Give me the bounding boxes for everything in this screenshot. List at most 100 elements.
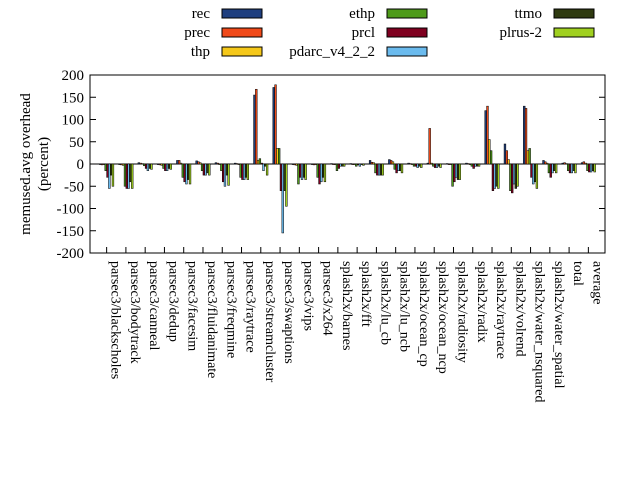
legend-label: thp (191, 44, 210, 60)
bar-prcl (260, 162, 263, 165)
bar-plrus-2 (535, 163, 539, 189)
x-tick-label: parsec3/bodytrack (127, 261, 142, 364)
bar-plrus-2 (304, 163, 307, 180)
bar-rec (523, 105, 526, 165)
bar-ttmo (553, 163, 556, 171)
bar-plrus-2 (554, 163, 558, 174)
bar-prec (505, 150, 508, 165)
bar-pdarc_v4_2_2 (455, 163, 458, 178)
bar-rec (368, 160, 372, 165)
y-axis-title-line: memused.avg overhead (18, 93, 34, 235)
bar-rec (407, 162, 410, 165)
bar-rec (99, 163, 102, 165)
bar-prcl (222, 163, 225, 183)
x-tick-label: average (589, 261, 604, 305)
bar-rec (446, 163, 449, 165)
bar-ttmo (321, 163, 325, 178)
bar-thp (372, 162, 375, 165)
legend-swatch (221, 46, 263, 57)
x-tick-label: parsec3/facesim (185, 261, 200, 351)
bar-pdarc_v4_2_2 (512, 163, 516, 185)
bar-plrus-2 (458, 163, 461, 180)
x-tick-label: splash2x/barnes (339, 261, 354, 350)
bar-ethp (104, 163, 107, 171)
bar-ethp (335, 163, 339, 171)
bar-rec (234, 162, 237, 165)
bar-prec (467, 163, 470, 165)
bar-ttmo (533, 163, 537, 183)
bar-plrus-2 (574, 163, 577, 174)
bar-rec (253, 94, 256, 165)
bar-prec (428, 128, 431, 165)
bar-ttmo (572, 163, 575, 171)
bar-prcl (337, 163, 340, 169)
legend-swatch (553, 27, 595, 38)
x-tick-label: parsec3/swaptions (281, 261, 296, 364)
x-tick-label: splash2x/lu_ncb (397, 261, 412, 352)
bar-rec (156, 163, 160, 165)
bar-ethp (528, 148, 531, 165)
bar-prcl (376, 163, 379, 176)
bar-thp (218, 163, 221, 165)
bar-ethp (412, 163, 416, 167)
bar-prec (216, 162, 219, 165)
bar-ethp (509, 163, 512, 191)
bar-thp (584, 162, 587, 165)
bar-plrus-2 (227, 163, 230, 186)
bar-plrus-2 (323, 163, 327, 183)
y-tick-label: 50 (69, 135, 84, 151)
bar-pdarc_v4_2_2 (320, 163, 323, 183)
bar-ethp (355, 163, 358, 167)
bar-plrus-2 (208, 163, 211, 176)
x-tick-label: splash2x/lu_cb (377, 261, 392, 345)
bar-thp (141, 163, 144, 165)
bar-thp (256, 160, 260, 165)
bar-prcl (183, 163, 186, 183)
bar-plrus-2 (420, 163, 423, 168)
bar-ttmo (129, 163, 132, 183)
bar-ttmo (244, 163, 248, 178)
bar-thp (179, 162, 183, 165)
bar-prcl (511, 163, 514, 194)
bar-pdarc_v4_2_2 (204, 163, 207, 176)
bar-prcl (164, 163, 167, 171)
bar-plrus-2 (246, 163, 249, 180)
legend-label: ethp (349, 6, 375, 22)
legend-swatch (386, 8, 428, 19)
bar-pdarc_v4_2_2 (339, 163, 342, 167)
bar-thp (314, 163, 318, 165)
bar-thp (276, 148, 279, 165)
bar-plrus-2 (188, 163, 192, 185)
bar-pdarc_v4_2_2 (146, 163, 150, 171)
bar-prcl (491, 163, 495, 191)
x-tick-label: splash2x/radiosity (454, 261, 469, 363)
bar-thp (526, 150, 530, 165)
bar-pdarc_v4_2_2 (165, 163, 169, 171)
legend-swatch (221, 8, 263, 19)
y-tick-label: 100 (62, 113, 85, 129)
bar-thp (160, 163, 163, 166)
bar-thp (199, 162, 202, 165)
x-tick-label: splash2x/raytrace (493, 261, 508, 359)
bar-prcl (279, 163, 283, 191)
bar-plrus-2 (477, 163, 481, 167)
bar-plrus-2 (593, 163, 596, 173)
bar-prcl (472, 163, 475, 169)
bar-pdarc_v4_2_2 (300, 163, 304, 180)
bar-prec (158, 163, 162, 166)
bar-ethp (586, 163, 589, 171)
bar-prcl (433, 163, 437, 168)
y-tick-label: -150 (57, 224, 85, 240)
x-tick-label: splash2x/water_nsquared (532, 261, 547, 403)
bar-ttmo (109, 163, 113, 176)
x-tick-label: splash2x/ocean_ncp (435, 261, 450, 374)
bar-pdarc_v4_2_2 (551, 163, 554, 174)
bar-prcl (299, 163, 302, 178)
bar-prec (120, 163, 123, 166)
bar-thp (102, 163, 106, 165)
bar-thp (545, 162, 549, 165)
bar-prec (447, 163, 451, 165)
bar-ethp (278, 148, 281, 165)
bar-ethp (181, 163, 184, 178)
y-tick-label: -50 (64, 179, 84, 195)
